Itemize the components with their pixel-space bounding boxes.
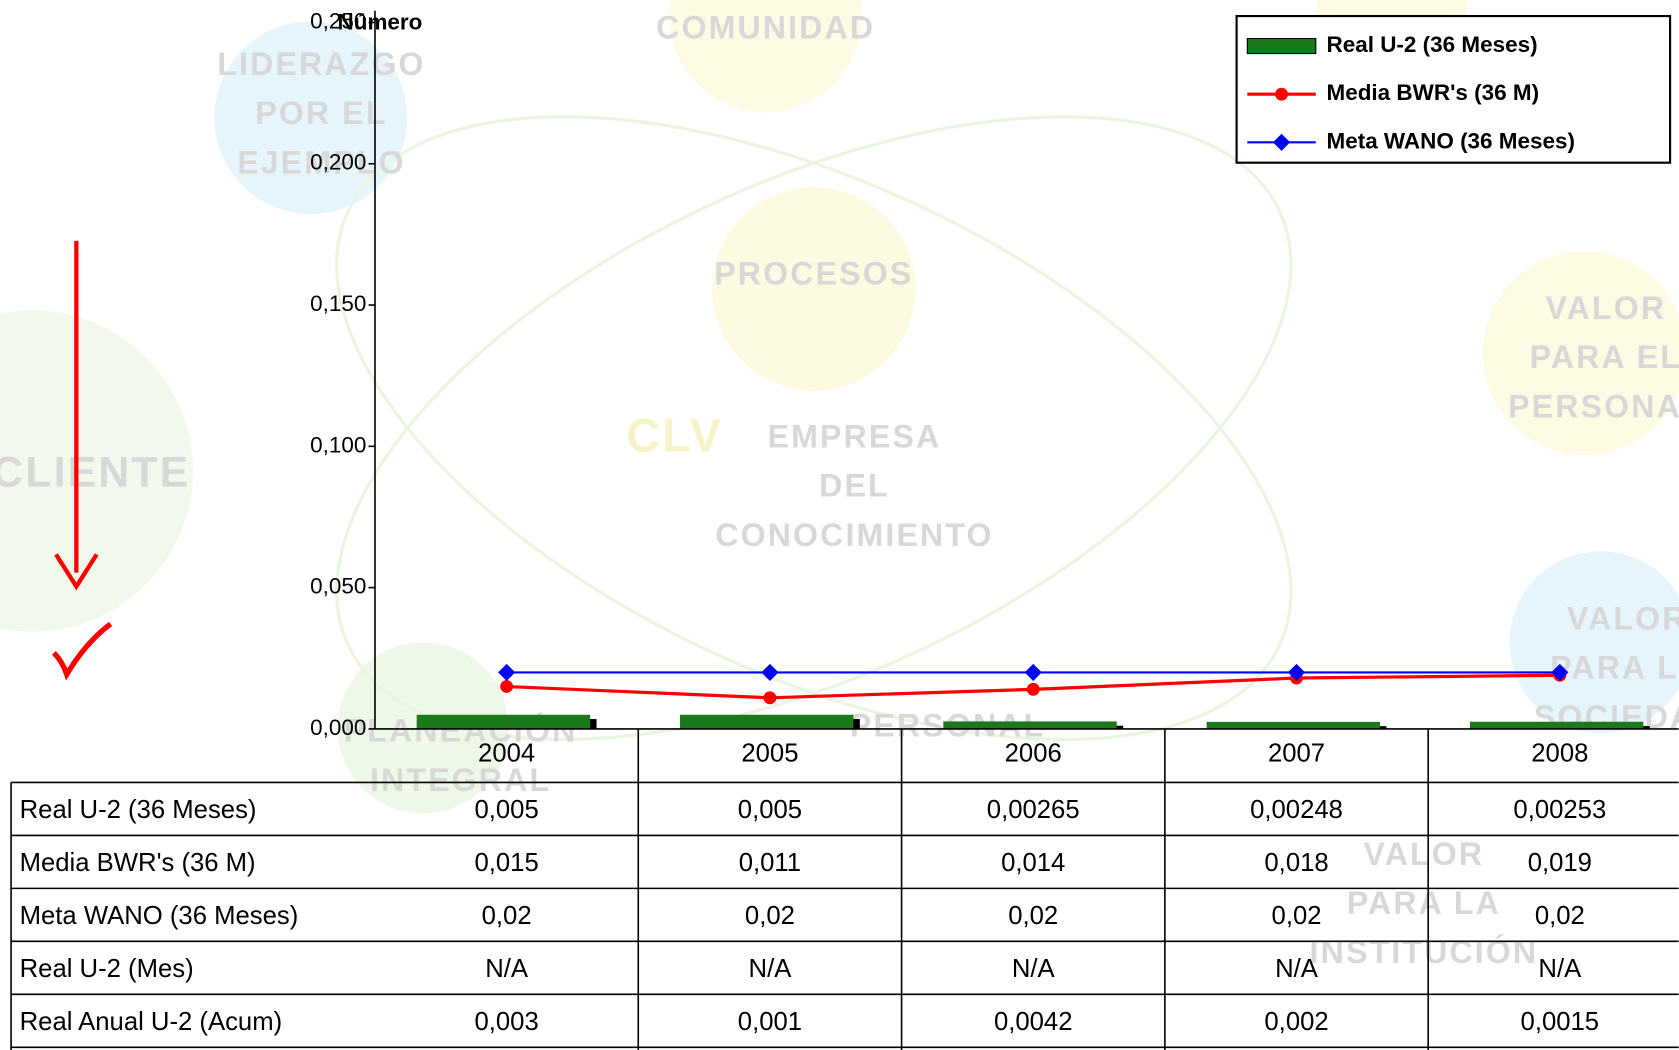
watermark: PERSONAL bbox=[1508, 388, 1679, 424]
watermark: CONOCIMIENTO bbox=[715, 517, 993, 553]
table-cell: 0,0015 bbox=[1521, 1008, 1600, 1036]
bg-circle bbox=[1482, 251, 1679, 455]
legend-marker bbox=[1275, 87, 1288, 101]
legend-label: Media BWR's (36 M) bbox=[1327, 80, 1540, 105]
table-cell: N/A bbox=[485, 955, 529, 983]
bg-orbit bbox=[335, 115, 1293, 742]
x-tick-label: 2008 bbox=[1531, 739, 1588, 767]
bar bbox=[680, 714, 854, 729]
table-cell: 0,018 bbox=[1264, 849, 1328, 877]
table-cell: 0,02 bbox=[1535, 902, 1585, 930]
watermark: VALOR bbox=[1567, 600, 1679, 636]
legend-swatch bbox=[1246, 37, 1317, 55]
table-row-label: Media BWR's (36 M) bbox=[20, 849, 256, 877]
x-tick-label: 2004 bbox=[478, 739, 535, 767]
watermark: CLV bbox=[626, 408, 723, 461]
table-cell: 0,011 bbox=[739, 849, 801, 877]
bg-circle bbox=[712, 187, 916, 391]
bg-circle bbox=[1509, 551, 1679, 734]
table-cell: N/A bbox=[1012, 955, 1056, 983]
legend-label: Meta WANO (36 Meses) bbox=[1327, 128, 1575, 153]
bar bbox=[416, 714, 591, 729]
bg-circle bbox=[0, 310, 193, 632]
table-cell: N/A bbox=[1275, 955, 1319, 983]
table-cell: 0,015 bbox=[475, 849, 539, 877]
table-row-label: Meta WANO (36 Meses) bbox=[20, 902, 299, 930]
table-cell: 0,001 bbox=[738, 1008, 802, 1036]
table-cell: 0,00265 bbox=[987, 796, 1080, 824]
y-axis-title: Número bbox=[338, 9, 423, 34]
point bbox=[498, 663, 516, 681]
watermark: DEL bbox=[819, 468, 890, 504]
bar bbox=[1469, 721, 1644, 729]
point bbox=[1024, 663, 1042, 681]
y-tick-label: 0,150 bbox=[310, 291, 366, 316]
table-cell: 0,014 bbox=[1001, 849, 1065, 877]
y-tick-label: 0,100 bbox=[310, 432, 366, 457]
table-cell: 0,00253 bbox=[1513, 796, 1606, 824]
annotation-arrow-head bbox=[54, 553, 99, 591]
watermark: LIDERAZGO bbox=[217, 46, 425, 82]
watermark: PROCESOS bbox=[714, 256, 913, 292]
watermark: PARA LA bbox=[1347, 885, 1501, 921]
x-tick-label: 2006 bbox=[1005, 739, 1062, 767]
table-cell: N/A bbox=[749, 955, 793, 983]
table-row-label: Real U-2 (Mes) bbox=[20, 955, 194, 983]
table-row-label: Real U-2 (36 Meses) bbox=[20, 796, 257, 824]
watermark: VALOR bbox=[1546, 290, 1667, 326]
y-tick-label: 0,250 bbox=[310, 8, 366, 33]
point bbox=[1287, 663, 1306, 681]
bar bbox=[1206, 721, 1381, 729]
point bbox=[500, 680, 514, 693]
table-cell: N/A bbox=[1538, 955, 1582, 983]
table-cell: 0,003 bbox=[475, 1008, 539, 1036]
table-cell: 0,005 bbox=[738, 796, 802, 824]
watermark: VALOR bbox=[1364, 836, 1485, 872]
y-tick-label: 0,050 bbox=[310, 574, 366, 599]
table-cell: 0,02 bbox=[482, 902, 532, 930]
table-cell: 0,002 bbox=[1264, 1008, 1328, 1036]
watermark: PARA EL bbox=[1530, 339, 1679, 375]
point bbox=[1551, 663, 1569, 681]
bar bbox=[943, 721, 1117, 729]
point bbox=[1026, 682, 1040, 696]
watermark: INTEGRAL bbox=[370, 762, 551, 798]
table-cell: 0,019 bbox=[1528, 849, 1592, 877]
table-cell: 0,005 bbox=[475, 796, 539, 824]
y-tick-label: 0,200 bbox=[310, 150, 366, 175]
watermark: PARA LA bbox=[1550, 650, 1679, 686]
table-cell: 0,00248 bbox=[1250, 796, 1343, 824]
bg-orbit bbox=[335, 115, 1293, 742]
legend-marker bbox=[1272, 133, 1291, 151]
bg-circle bbox=[214, 21, 408, 215]
annotation-check bbox=[51, 621, 113, 681]
bg-circle bbox=[669, 0, 862, 113]
table-row-label: Real Anual U-2 (Acum) bbox=[20, 1008, 283, 1036]
x-tick-label: 2007 bbox=[1268, 739, 1325, 767]
point bbox=[763, 691, 777, 705]
watermark: CLIENTE bbox=[0, 449, 190, 497]
point bbox=[761, 663, 779, 681]
watermark: EMPRESA bbox=[768, 418, 942, 454]
table-cell: 0,0042 bbox=[994, 1008, 1073, 1036]
y-tick-label: 0,000 bbox=[310, 715, 366, 740]
watermark: POR EL bbox=[255, 95, 387, 131]
x-tick-label: 2005 bbox=[741, 739, 798, 767]
watermark: COMUNIDAD bbox=[656, 9, 875, 45]
table-cell: 0,02 bbox=[1272, 902, 1322, 930]
legend-label: Real U-2 (36 Meses) bbox=[1327, 32, 1538, 57]
table-cell: 0,02 bbox=[745, 902, 795, 930]
table-cell: 0,02 bbox=[1008, 902, 1058, 930]
watermark: INSTITUCIÓN bbox=[1310, 934, 1539, 970]
watermark: EJEMPLO bbox=[237, 144, 405, 180]
